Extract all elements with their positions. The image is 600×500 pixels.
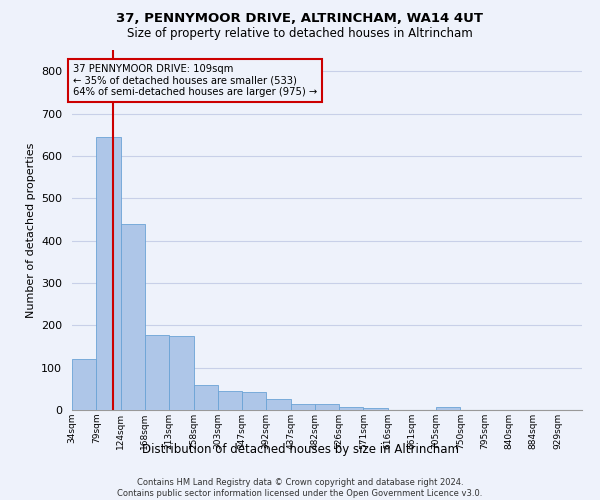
- Bar: [436, 406, 460, 410]
- Text: Contains HM Land Registry data © Crown copyright and database right 2024.
Contai: Contains HM Land Registry data © Crown c…: [118, 478, 482, 498]
- Bar: [290, 404, 315, 410]
- Bar: [266, 400, 290, 410]
- Bar: [194, 386, 218, 410]
- Text: Size of property relative to detached houses in Altrincham: Size of property relative to detached ho…: [127, 28, 473, 40]
- Bar: [121, 224, 145, 410]
- Text: Distribution of detached houses by size in Altrincham: Distribution of detached houses by size …: [142, 442, 458, 456]
- Y-axis label: Number of detached properties: Number of detached properties: [26, 142, 35, 318]
- Bar: [97, 137, 121, 410]
- Text: 37 PENNYMOOR DRIVE: 109sqm
← 35% of detached houses are smaller (533)
64% of sem: 37 PENNYMOOR DRIVE: 109sqm ← 35% of deta…: [73, 64, 317, 97]
- Bar: [242, 392, 266, 410]
- Bar: [72, 359, 97, 410]
- Bar: [169, 336, 194, 410]
- Text: 37, PENNYMOOR DRIVE, ALTRINCHAM, WA14 4UT: 37, PENNYMOOR DRIVE, ALTRINCHAM, WA14 4U…: [116, 12, 484, 26]
- Bar: [315, 404, 340, 410]
- Bar: [364, 408, 388, 410]
- Bar: [339, 406, 364, 410]
- Bar: [145, 334, 169, 410]
- Bar: [218, 391, 242, 410]
